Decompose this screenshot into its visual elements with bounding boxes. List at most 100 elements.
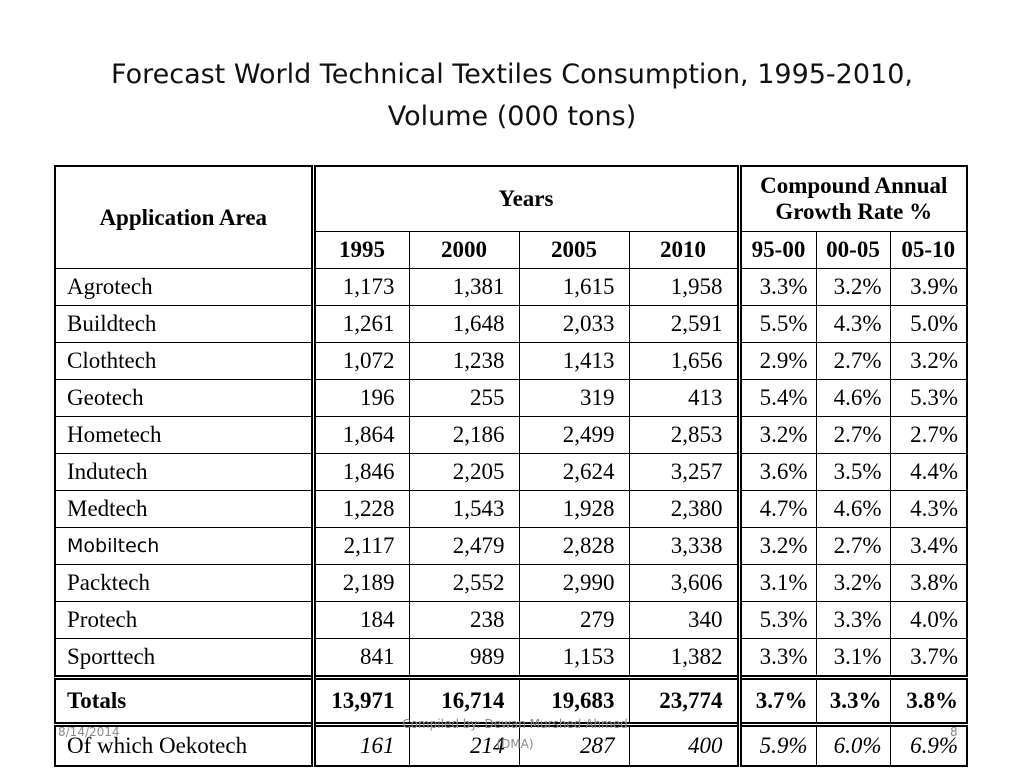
cell-volume: 184 bbox=[312, 601, 410, 639]
cell-growth-rate: 4.4% bbox=[889, 453, 968, 491]
table-row: Agrotech 1,173 1,381 1,615 1,958 3.3% 3.2% 3.9% bbox=[54, 268, 968, 306]
cell-volume: 2,117 bbox=[312, 527, 410, 565]
cell-growth-rate: 3.1% bbox=[815, 638, 891, 678]
cell-volume: 2,624 bbox=[518, 453, 630, 491]
cell-volume: 1,072 bbox=[312, 342, 410, 380]
cell-application-area: Totals bbox=[54, 675, 316, 725]
header-years: Years bbox=[312, 165, 742, 232]
cell-volume: 1,261 bbox=[312, 305, 410, 343]
cell-volume: 400 bbox=[628, 722, 742, 767]
slide-title-line2: Volume (000 tons) bbox=[387, 101, 637, 132]
cell-growth-rate: 4.0% bbox=[889, 601, 968, 639]
header-cagr: Compound Annual Growth Rate % bbox=[738, 165, 968, 232]
cell-growth-rate: 3.2% bbox=[815, 268, 891, 306]
cell-growth-rate: 5.4% bbox=[738, 379, 817, 417]
table-row: Packtech 2,189 2,552 2,990 3,606 3.1% 3.2% 3.8% bbox=[54, 564, 968, 602]
slide-title: Forecast World Technical Textiles Consum… bbox=[60, 54, 964, 138]
cell-growth-rate: 3.2% bbox=[889, 342, 968, 380]
cell-volume: 319 bbox=[518, 379, 630, 417]
cell-growth-rate: 3.2% bbox=[815, 564, 891, 602]
cell-growth-rate: 3.3% bbox=[815, 601, 891, 639]
cell-growth-rate: 2.7% bbox=[815, 416, 891, 454]
cell-volume: 340 bbox=[628, 601, 742, 639]
table-row: Geotech 196 255 319 413 5.4% 4.6% 5.3% bbox=[54, 379, 968, 417]
header-rate-95-00: 95-00 bbox=[738, 231, 817, 269]
header-rate-00-05: 00-05 bbox=[815, 231, 891, 269]
cell-growth-rate: 3.8% bbox=[889, 564, 968, 602]
cell-growth-rate: 3.2% bbox=[738, 527, 817, 565]
table-row: Sporttech 841 989 1,153 1,382 3.3% 3.1% 3.7% bbox=[54, 638, 968, 678]
cell-growth-rate: 3.9% bbox=[889, 268, 968, 306]
cell-application-area: Of which Oekotech bbox=[54, 722, 316, 767]
footer-compiled-line2: (DMA) bbox=[496, 737, 534, 751]
cell-application-area: Clothtech bbox=[54, 342, 316, 380]
cell-volume: 16,714 bbox=[408, 675, 520, 725]
cell-volume: 2,828 bbox=[518, 527, 630, 565]
cell-growth-rate: 5.0% bbox=[889, 305, 968, 343]
cell-volume: 1,381 bbox=[408, 268, 520, 306]
cell-growth-rate: 5.3% bbox=[738, 601, 817, 639]
cell-growth-rate: 6.9% bbox=[889, 722, 968, 767]
table-row: Medtech 1,228 1,543 1,928 2,380 4.7% 4.6% 4.3% bbox=[54, 490, 968, 528]
cell-growth-rate: 3.1% bbox=[738, 564, 817, 602]
header-cagr-line2: Growth Rate % bbox=[775, 199, 933, 224]
cell-volume: 1,615 bbox=[518, 268, 630, 306]
cell-application-area: Protech bbox=[54, 601, 316, 639]
cell-growth-rate: 4.3% bbox=[889, 490, 968, 528]
cell-volume: 3,606 bbox=[628, 564, 742, 602]
cell-growth-rate: 2.7% bbox=[815, 527, 891, 565]
header-application-area: Application Area bbox=[54, 165, 316, 269]
cell-growth-rate: 3.3% bbox=[738, 638, 817, 678]
cell-application-area: Geotech bbox=[54, 379, 316, 417]
cell-volume: 2,853 bbox=[628, 416, 742, 454]
cell-volume: 1,382 bbox=[628, 638, 742, 678]
cell-volume: 1,864 bbox=[312, 416, 410, 454]
cell-volume: 1,413 bbox=[518, 342, 630, 380]
cell-volume: 2,380 bbox=[628, 490, 742, 528]
cell-volume: 2,479 bbox=[408, 527, 520, 565]
cell-growth-rate: 2.9% bbox=[738, 342, 817, 380]
cell-volume: 3,338 bbox=[628, 527, 742, 565]
footer-page-number: 8 bbox=[950, 725, 958, 739]
cell-growth-rate: 5.9% bbox=[738, 722, 817, 767]
header-year-2000: 2000 bbox=[408, 231, 520, 269]
header-year-2005: 2005 bbox=[518, 231, 630, 269]
cell-growth-rate: 3.3% bbox=[738, 268, 817, 306]
cell-volume: 161 bbox=[312, 722, 410, 767]
cell-volume: 2,552 bbox=[408, 564, 520, 602]
cell-growth-rate: 4.7% bbox=[738, 490, 817, 528]
cell-growth-rate: 6.0% bbox=[815, 722, 891, 767]
table-row: Hometech 1,864 2,186 2,499 2,853 3.2% 2.7% 2.7% bbox=[54, 416, 968, 454]
cell-volume: 1,958 bbox=[628, 268, 742, 306]
header-year-1995: 1995 bbox=[312, 231, 410, 269]
cell-volume: 2,205 bbox=[408, 453, 520, 491]
cell-application-area: Sporttech bbox=[54, 638, 316, 678]
table-row: Clothtech 1,072 1,238 1,413 1,656 2.9% 2.7% 3.2… bbox=[54, 342, 968, 380]
cell-volume: 1,648 bbox=[408, 305, 520, 343]
cell-application-area: Mobiltech bbox=[54, 527, 316, 565]
cell-growth-rate: 3.5% bbox=[815, 453, 891, 491]
cell-growth-rate: 4.6% bbox=[815, 490, 891, 528]
cell-growth-rate: 2.7% bbox=[815, 342, 891, 380]
cell-growth-rate: 4.3% bbox=[815, 305, 891, 343]
cell-volume: 279 bbox=[518, 601, 630, 639]
cell-application-area: Medtech bbox=[54, 490, 316, 528]
cell-volume: 841 bbox=[312, 638, 410, 678]
cell-volume: 2,033 bbox=[518, 305, 630, 343]
header-cagr-line1: Compound Annual bbox=[760, 173, 948, 198]
cell-volume: 2,186 bbox=[408, 416, 520, 454]
cell-growth-rate: 4.6% bbox=[815, 379, 891, 417]
cell-growth-rate: 3.3% bbox=[815, 675, 891, 725]
cell-application-area: Indutech bbox=[54, 453, 316, 491]
header-rate-05-10: 05-10 bbox=[889, 231, 968, 269]
cell-application-area: Agrotech bbox=[54, 268, 316, 306]
cell-volume: 1,153 bbox=[518, 638, 630, 678]
cell-volume: 2,591 bbox=[628, 305, 742, 343]
cell-growth-rate: 3.2% bbox=[738, 416, 817, 454]
table-row: Mobiltech 2,117 2,479 2,828 3,338 3.2% 2.7% 3.4… bbox=[54, 527, 968, 565]
slide-title-line1: Forecast World Technical Textiles Consum… bbox=[111, 59, 913, 90]
cell-growth-rate: 3.7% bbox=[738, 675, 817, 725]
cell-growth-rate: 3.8% bbox=[889, 675, 968, 725]
cell-volume: 196 bbox=[312, 379, 410, 417]
cell-volume: 989 bbox=[408, 638, 520, 678]
